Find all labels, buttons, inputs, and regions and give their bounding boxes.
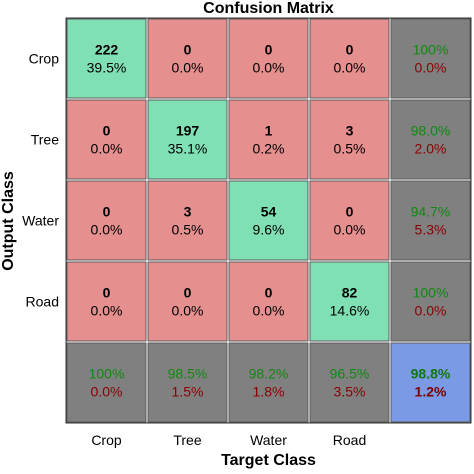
matrix-cell — [147, 18, 228, 99]
matrix-cell — [66, 261, 147, 342]
cell-count: 0 — [346, 42, 354, 58]
y-tick-label: Water — [22, 213, 59, 229]
row-summary-correct: 100% — [413, 285, 449, 301]
cell-percent: 35.1% — [168, 141, 208, 157]
row-summary-cell — [390, 180, 471, 261]
matrix-cell — [147, 180, 228, 261]
cell-percent: 0.5% — [172, 222, 204, 238]
cell-count: 0 — [265, 42, 273, 58]
row-summary-error: 0.0% — [415, 303, 447, 319]
cell-percent: 0.0% — [91, 141, 123, 157]
col-summary-error: 0.0% — [91, 384, 123, 400]
cell-percent: 0.0% — [253, 60, 285, 76]
x-tick-label: Road — [333, 432, 366, 448]
y-axis-label: Output Class — [0, 171, 17, 271]
cell-count: 0 — [103, 285, 111, 301]
cell-percent: 0.0% — [172, 60, 204, 76]
cell-percent: 0.0% — [91, 303, 123, 319]
matrix-cell — [66, 18, 147, 99]
row-summary-correct: 98.0% — [411, 123, 451, 139]
chart-title: Confusion Matrix — [203, 0, 334, 17]
col-summary-error: 1.5% — [172, 384, 204, 400]
x-tick-label: Crop — [91, 432, 122, 448]
row-summary-cell — [390, 99, 471, 180]
overall-correct: 98.8% — [411, 366, 451, 382]
x-tick-label: Tree — [173, 432, 201, 448]
row-summary-cell — [390, 18, 471, 99]
y-tick-label: Road — [26, 294, 59, 310]
row-summary-correct: 94.7% — [411, 204, 451, 220]
matrix-cell — [309, 261, 390, 342]
cell-count: 54 — [261, 204, 277, 220]
matrix-cell — [309, 99, 390, 180]
cell-count: 0 — [265, 285, 273, 301]
matrix-cell — [228, 99, 309, 180]
cell-percent: 39.5% — [87, 60, 127, 76]
matrix-cell — [309, 180, 390, 261]
cell-percent: 0.0% — [334, 222, 366, 238]
cell-count: 197 — [176, 123, 200, 139]
col-summary-cell — [66, 342, 147, 423]
cell-percent: 0.0% — [253, 303, 285, 319]
matrix-cell — [66, 99, 147, 180]
row-summary-correct: 100% — [413, 42, 449, 58]
matrix-cell — [309, 18, 390, 99]
matrix-cell — [228, 18, 309, 99]
row-summary-error: 0.0% — [415, 60, 447, 76]
cell-count: 222 — [95, 42, 119, 58]
cell-count: 3 — [346, 123, 354, 139]
y-tick-label: Crop — [29, 51, 60, 67]
cell-count: 0 — [103, 123, 111, 139]
y-tick-label: Tree — [31, 132, 59, 148]
cell-count: 82 — [342, 285, 358, 301]
col-summary-error: 1.8% — [253, 384, 285, 400]
x-tick-label: Water — [250, 432, 287, 448]
col-summary-correct: 96.5% — [330, 366, 370, 382]
overall-error: 1.2% — [415, 384, 447, 400]
cell-percent: 0.0% — [91, 222, 123, 238]
col-summary-cell — [309, 342, 390, 423]
matrix-cell — [147, 99, 228, 180]
cell-percent: 0.0% — [334, 60, 366, 76]
cell-count: 0 — [103, 204, 111, 220]
col-summary-cell — [228, 342, 309, 423]
col-summary-correct: 98.5% — [168, 366, 208, 382]
col-summary-error: 3.5% — [334, 384, 366, 400]
cell-count: 1 — [265, 123, 273, 139]
matrix-cell — [228, 180, 309, 261]
cell-count: 3 — [184, 204, 192, 220]
matrix-frame — [65, 17, 472, 424]
x-axis-label: Target Class — [221, 452, 316, 469]
cell-percent: 0.5% — [334, 141, 366, 157]
cell-count: 0 — [184, 42, 192, 58]
row-summary-error: 5.3% — [415, 222, 447, 238]
col-summary-cell — [147, 342, 228, 423]
cell-percent: 0.2% — [253, 141, 285, 157]
cell-count: 0 — [346, 204, 354, 220]
cell-percent: 9.6% — [253, 222, 285, 238]
col-summary-correct: 98.2% — [249, 366, 289, 382]
row-summary-error: 2.0% — [415, 141, 447, 157]
cell-percent: 14.6% — [330, 303, 370, 319]
cell-percent: 0.0% — [172, 303, 204, 319]
col-summary-correct: 100% — [89, 366, 125, 382]
cell-count: 0 — [184, 285, 192, 301]
matrix-cell — [228, 261, 309, 342]
row-summary-cell — [390, 261, 471, 342]
matrix-cell — [66, 180, 147, 261]
overall-cell — [390, 342, 471, 423]
matrix-cell — [147, 261, 228, 342]
